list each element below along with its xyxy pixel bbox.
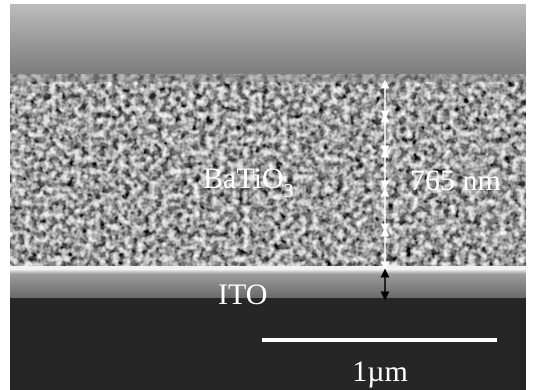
interface-line [10,266,526,270]
electrode-label: ITO [218,278,267,311]
ito-layer [10,270,526,298]
background [10,4,526,78]
thickness-label: 765 nm [410,164,501,197]
sem-image: BaTiO3 765 nm ITO 1µm [0,0,536,390]
film-label-main: BaTiO [203,162,284,195]
micrograph [10,4,526,390]
film-label-subscript: 3 [284,180,294,202]
film-top-edge [10,74,526,82]
scale-bar-label: 1µm [352,355,408,388]
glass-substrate [10,298,526,390]
